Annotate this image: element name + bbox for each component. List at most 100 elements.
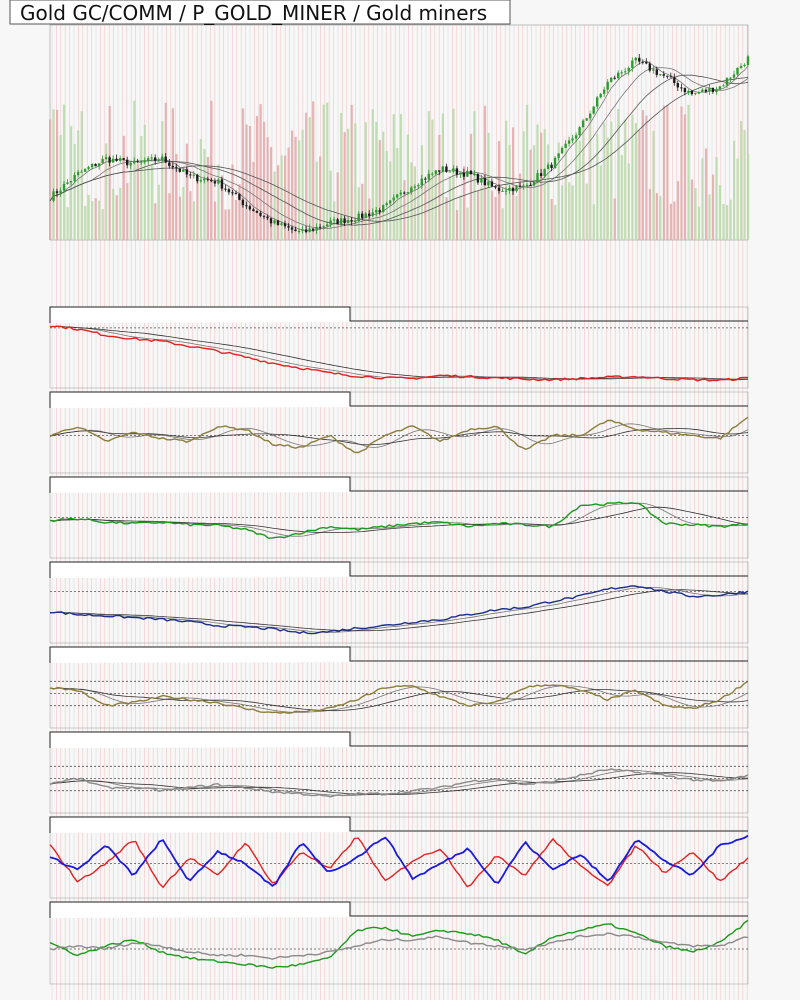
candle-body [203, 178, 206, 181]
volume-bar [238, 184, 241, 240]
volume-bar [733, 140, 736, 240]
candle-body [69, 181, 73, 183]
candle-body [161, 156, 164, 161]
volume-bar [252, 161, 255, 240]
candle-body [332, 219, 336, 221]
volume-bar [273, 171, 276, 240]
volume-bar [673, 201, 676, 240]
candle-body [610, 77, 613, 82]
volume-bar [589, 110, 592, 241]
candle-body [638, 57, 641, 62]
candle-body [210, 179, 213, 182]
volume-bar [354, 123, 357, 240]
volume-bar [101, 209, 104, 240]
candle-body [452, 168, 455, 172]
volume-bar [582, 120, 585, 240]
panel-breadth_score_short [49, 816, 749, 899]
candle-body [617, 72, 620, 79]
candle-body [171, 166, 174, 168]
volume-bar [526, 104, 529, 241]
candle-body [729, 77, 732, 79]
candle-body [301, 229, 304, 231]
candle-body [592, 106, 595, 114]
volume-bar [378, 140, 381, 240]
candle-body [431, 173, 434, 175]
candle-body [690, 90, 694, 95]
volume-bar [669, 203, 672, 240]
volume-bar [501, 208, 504, 240]
volume-bar [112, 188, 115, 240]
volume-bar [140, 135, 143, 240]
volume-bar [66, 207, 69, 240]
volume-bar [245, 124, 248, 240]
candle-body [613, 77, 616, 79]
candle-body [567, 140, 571, 144]
candle-body [175, 167, 178, 169]
volume-bar [270, 147, 273, 240]
volume-bar [711, 174, 715, 240]
candle-body [424, 178, 427, 180]
panel-header [49, 306, 748, 323]
candle-body [631, 60, 634, 68]
volume-bar [494, 197, 497, 240]
candle-body [508, 187, 511, 191]
volume-bar [666, 105, 669, 240]
volume-bar [280, 155, 283, 240]
candle-body [59, 190, 62, 193]
volume-bar [543, 129, 546, 240]
volume-bar [747, 153, 750, 240]
volume-bar [683, 114, 687, 240]
candle-body [581, 120, 585, 128]
candle-body [518, 185, 522, 187]
volume-bar [476, 191, 480, 240]
candle-body [746, 56, 750, 65]
candle-body [178, 168, 181, 172]
volume-bar [185, 143, 188, 240]
candle-body [97, 163, 101, 167]
candle-body [571, 138, 574, 141]
volume-bar [445, 197, 448, 240]
candle-body [80, 171, 83, 173]
volume-bar [80, 111, 83, 240]
candle-body [708, 87, 711, 92]
candle-body [490, 181, 494, 187]
chart-panels [49, 24, 750, 985]
volume-bar [375, 122, 378, 240]
volume-bar [98, 200, 101, 240]
volume-bar [610, 121, 613, 240]
volume-bar [459, 195, 462, 240]
volume-bar [192, 201, 195, 240]
volume-bar [462, 166, 466, 240]
panel-header [49, 816, 748, 833]
volume-bar [690, 179, 694, 240]
candle-body [732, 74, 736, 78]
volume-bar [154, 203, 157, 240]
candle-body [322, 226, 325, 228]
volume-bar [704, 148, 708, 240]
candle-body [718, 86, 722, 90]
candle-body [585, 118, 588, 121]
volume-bar [645, 115, 648, 240]
candle-body [546, 164, 550, 170]
candle-body [62, 183, 66, 191]
volume-bar [634, 123, 637, 240]
candle-body [294, 229, 297, 231]
candle-body [589, 113, 592, 119]
candle-body [627, 67, 630, 72]
volume-bar [392, 114, 395, 240]
candle-body [104, 157, 108, 159]
volume-bar [168, 193, 171, 240]
candle-body [553, 157, 557, 168]
candle-body [336, 219, 339, 225]
volume-bar [227, 209, 231, 240]
candle-body [603, 89, 606, 94]
volume-bar [294, 136, 297, 240]
volume-bar [483, 105, 487, 240]
volume-bar [638, 130, 641, 240]
volume-bar [259, 104, 262, 240]
candle-body [459, 172, 462, 175]
panel-new_highs_new_lows [49, 476, 749, 559]
candle-body [560, 147, 564, 154]
volume-bar [550, 199, 553, 240]
